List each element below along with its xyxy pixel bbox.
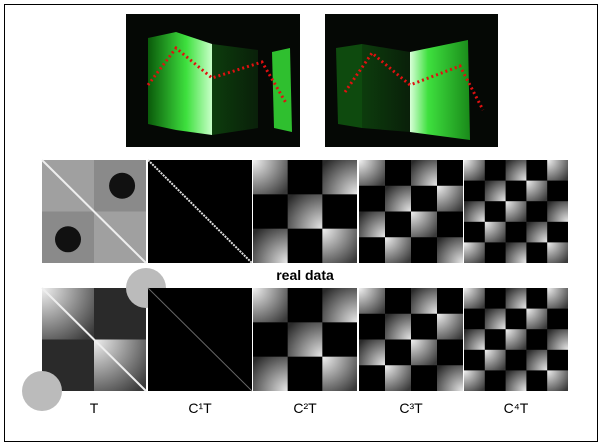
matrix-image bbox=[148, 288, 252, 391]
block bbox=[437, 365, 463, 391]
block bbox=[437, 237, 463, 263]
matrix-image bbox=[253, 288, 357, 391]
block bbox=[506, 242, 527, 263]
block bbox=[385, 314, 411, 340]
block bbox=[464, 288, 485, 309]
block bbox=[464, 329, 485, 350]
block bbox=[506, 329, 527, 350]
matrix-image bbox=[359, 160, 463, 263]
block bbox=[385, 365, 411, 391]
block bbox=[547, 242, 568, 263]
block bbox=[485, 350, 506, 371]
block bbox=[506, 288, 527, 309]
blob bbox=[55, 226, 81, 252]
block bbox=[288, 194, 323, 228]
block bbox=[411, 340, 437, 366]
block bbox=[547, 370, 568, 391]
block bbox=[485, 181, 506, 202]
photo-left bbox=[126, 14, 300, 147]
block bbox=[253, 288, 288, 322]
block bbox=[385, 237, 411, 263]
block bbox=[385, 186, 411, 212]
matrix-image bbox=[253, 160, 357, 263]
figure-canvas: real data T C¹T C²T C³T C⁴T bbox=[0, 0, 602, 447]
block bbox=[411, 212, 437, 238]
matrix-image bbox=[464, 160, 568, 263]
block bbox=[547, 160, 568, 181]
block bbox=[288, 322, 323, 356]
block bbox=[506, 201, 527, 222]
block bbox=[526, 222, 547, 243]
block bbox=[485, 222, 506, 243]
column-label: C⁴T bbox=[504, 400, 529, 416]
matrix-image bbox=[148, 160, 252, 263]
block bbox=[322, 229, 357, 263]
column-label: C³T bbox=[399, 400, 423, 416]
block bbox=[547, 329, 568, 350]
block bbox=[322, 288, 357, 322]
block bbox=[485, 309, 506, 330]
blob bbox=[22, 371, 62, 411]
matrix-image bbox=[359, 288, 463, 391]
photo-right bbox=[325, 14, 498, 147]
block bbox=[506, 370, 527, 391]
column-label: C²T bbox=[293, 400, 317, 416]
block bbox=[253, 357, 288, 391]
matrix-image bbox=[42, 160, 146, 263]
column-label: C¹T bbox=[188, 400, 212, 416]
block bbox=[411, 288, 437, 314]
matrix-image bbox=[464, 288, 568, 391]
block bbox=[437, 186, 463, 212]
block bbox=[411, 160, 437, 186]
block bbox=[322, 357, 357, 391]
block bbox=[464, 370, 485, 391]
block bbox=[359, 212, 385, 238]
block bbox=[464, 242, 485, 263]
section-label: real data bbox=[276, 267, 334, 283]
block bbox=[322, 160, 357, 194]
block bbox=[359, 160, 385, 186]
block bbox=[547, 288, 568, 309]
block bbox=[526, 350, 547, 371]
blob bbox=[109, 173, 135, 199]
block bbox=[464, 201, 485, 222]
column-label: T bbox=[90, 400, 99, 416]
matrix-image bbox=[22, 268, 166, 411]
block bbox=[359, 340, 385, 366]
block bbox=[359, 288, 385, 314]
block bbox=[526, 181, 547, 202]
block bbox=[253, 229, 288, 263]
block bbox=[506, 160, 527, 181]
block bbox=[547, 201, 568, 222]
block bbox=[253, 160, 288, 194]
figure: real data T C¹T C²T C³T C⁴T bbox=[0, 0, 602, 447]
block bbox=[526, 309, 547, 330]
block bbox=[437, 314, 463, 340]
block bbox=[464, 160, 485, 181]
